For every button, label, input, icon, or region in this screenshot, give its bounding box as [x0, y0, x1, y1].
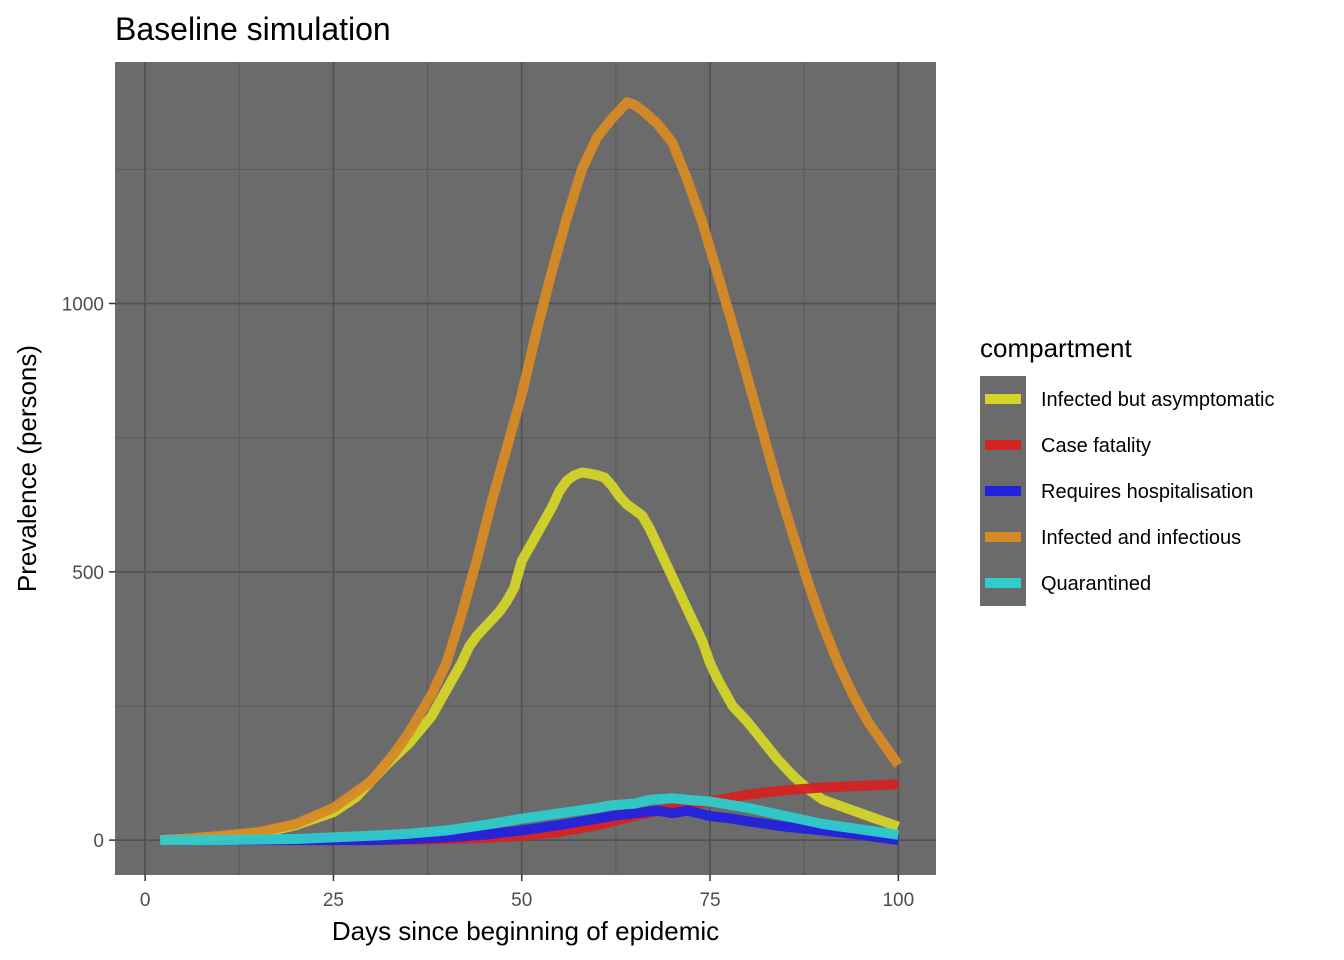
y-tick-label: 0 — [93, 831, 104, 852]
x-axis-title: Days since beginning of epidemic — [332, 916, 719, 946]
legend-entry-label: Requires hospitalisation — [1041, 481, 1253, 503]
series-line-3 — [159, 97, 903, 846]
legend-entry-label: Infected but asymptomatic — [1041, 389, 1274, 411]
y-axis-title: Prevalence (persons) — [12, 345, 42, 592]
series-line-4 — [160, 793, 900, 846]
y-tick-label: 1000 — [62, 294, 104, 315]
chart-title: Baseline simulation — [115, 11, 391, 47]
legend-entry-label: Case fatality — [1041, 435, 1151, 457]
series-layer — [159, 97, 903, 846]
x-tick-label: 0 — [140, 890, 151, 911]
y-tick-label: 500 — [72, 563, 104, 584]
x-tick-label: 75 — [699, 890, 720, 911]
plot-background — [115, 62, 936, 875]
x-tick-label: 100 — [882, 890, 914, 911]
legend: compartment Infected but asymptomatic Cas… — [980, 333, 1274, 606]
x-tick-label: 25 — [323, 890, 344, 911]
x-tick-label: 50 — [511, 890, 532, 911]
legend-entry-label: Quarantined — [1041, 573, 1151, 595]
legend-title: compartment — [980, 333, 1132, 363]
legend-items: Infected but asymptomatic Case fatality Re… — [980, 376, 1274, 606]
legend-entry-label: Infected and infectious — [1041, 527, 1241, 549]
